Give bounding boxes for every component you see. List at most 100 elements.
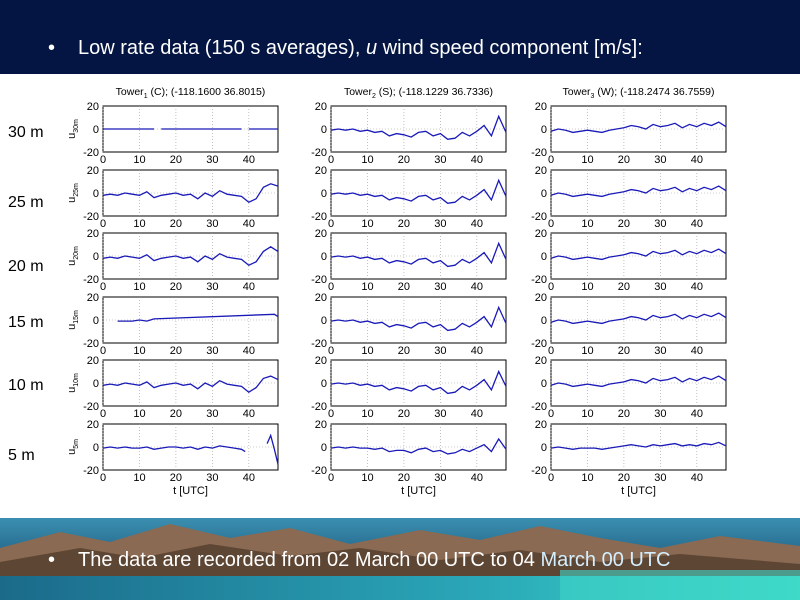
tower3-20m-x-tick-label: 20	[618, 281, 630, 293]
tower1-10m-x-tick-label: 20	[170, 408, 182, 420]
tower3-15m-x-tick-label: 10	[581, 345, 593, 357]
tower2-5m-series-line	[330, 437, 507, 455]
tower2-30m-x-tick-label: 20	[398, 154, 410, 166]
tower1-20m-x-tick-label: 30	[206, 281, 218, 293]
height-label-10m: 10 m	[8, 377, 44, 394]
tower1-20m-y-tick-label: 20	[87, 228, 99, 240]
height-label-20m: 20 m	[8, 258, 44, 275]
tower2-10m-x-tick-label: 20	[398, 408, 410, 420]
tower3-25m-y-tick-label: 20	[535, 165, 547, 177]
tower2-5m-x-tick-label: 10	[361, 472, 373, 484]
bullet: •	[48, 37, 56, 59]
tower2-5m-x-tick-label: 40	[471, 472, 483, 484]
tower1-20m-y-tick-label: 0	[93, 251, 99, 263]
tower2-20m-x-tick-label: 0	[328, 281, 334, 293]
mountain-landscape	[0, 518, 800, 600]
height-label-15m: 15 m	[8, 314, 44, 331]
tower2-20m-y-tick-label: 20	[315, 228, 327, 240]
tower2-5m-x-tick-label: 30	[434, 472, 446, 484]
y-axis-label-25m: u25m	[66, 183, 80, 203]
tower2-20m-x-tick-label: 40	[471, 281, 483, 293]
tower3-10m-y-tick-label: -20	[531, 401, 547, 413]
tower2-15m-y-tick-label: 0	[321, 315, 327, 327]
tower2-25m-y-tick-label: -20	[311, 211, 327, 223]
tower3-10m-y-tick-label: 0	[541, 378, 547, 390]
tower3-25m-x-tick-label: 10	[581, 218, 593, 230]
tower2-5m-y-tick-label: 0	[321, 442, 327, 454]
tower1-5m-x-tick-label: 30	[206, 472, 218, 484]
height-label-30m: 30 m	[8, 124, 44, 141]
tower1-5m-y-tick-label: 0	[93, 442, 99, 454]
tower2-5m-y-tick-label: -20	[311, 465, 327, 477]
tower3-20m-x-tick-label: 30	[654, 281, 666, 293]
tower1-20m-x-tick-label: 20	[170, 281, 182, 293]
tower1-25m-series-line	[102, 183, 279, 203]
tower3-30m-series-line	[550, 121, 727, 134]
tower1-25m-x-tick-label: 30	[206, 218, 218, 230]
tower1-30m-x-tick-label: 0	[100, 154, 106, 166]
header-band	[0, 0, 800, 74]
tower3-5m-y-tick-label: 20	[535, 419, 547, 431]
tower2-30m-x-tick-label: 0	[328, 154, 334, 166]
tower3-10m-x-tick-label: 30	[654, 408, 666, 420]
tower2-30m-x-tick-label: 10	[361, 154, 373, 166]
tower1-25m-y-tick-label: 20	[87, 165, 99, 177]
tower3-5m-series-line	[550, 441, 727, 450]
tower3-20m-y-tick-label: 20	[535, 228, 547, 240]
tower3-30m-x-tick-label: 30	[654, 154, 666, 166]
tower3-10m-x-tick-label: 40	[691, 408, 703, 420]
tower1-10m-x-tick-label: 0	[100, 408, 106, 420]
tower3-10m-x-tick-label: 10	[581, 408, 593, 420]
tower3-20m-series-line	[550, 248, 727, 261]
tower2-10m-x-tick-label: 40	[471, 408, 483, 420]
tower3-5m-x-tick-label: 0	[548, 472, 554, 484]
x-axis-title-tower1: t [UTC]	[173, 485, 208, 497]
tower1-20m-x-tick-label: 0	[100, 281, 106, 293]
tower1-15m-y-tick-label: -20	[83, 338, 99, 350]
height-label-5m: 5 m	[8, 447, 35, 464]
tower2-10m-y-tick-label: 20	[315, 355, 327, 367]
tower3-20m-y-tick-label: 0	[541, 251, 547, 263]
tower1-20m-x-tick-label: 10	[133, 281, 145, 293]
tower2-20m-x-tick-label: 30	[434, 281, 446, 293]
tower3-25m-y-tick-label: 0	[541, 188, 547, 200]
tower2-15m-x-tick-label: 30	[434, 345, 446, 357]
tower2-15m-series-line	[330, 305, 507, 332]
tower3-15m-x-tick-label: 40	[691, 345, 703, 357]
tower3-25m-x-tick-label: 20	[618, 218, 630, 230]
tower1-30m-y-tick-label: -20	[83, 147, 99, 159]
tower3-10m-y-tick-label: 20	[535, 355, 547, 367]
tower1-15m-y-tick-label: 20	[87, 292, 99, 304]
tower3-15m-x-tick-label: 30	[654, 345, 666, 357]
tower1-10m-y-tick-label: 20	[87, 355, 99, 367]
tower1-10m-y-tick-label: -20	[83, 401, 99, 413]
tower2-30m-x-tick-label: 30	[434, 154, 446, 166]
tower3-30m-y-tick-label: -20	[531, 147, 547, 159]
tower1-25m-x-tick-label: 20	[170, 218, 182, 230]
y-axis-label-30m: u30m	[66, 119, 80, 139]
tower3-15m-x-tick-label: 0	[548, 345, 554, 357]
tower3-10m-x-tick-label: 20	[618, 408, 630, 420]
tower2-5m-y-tick-label: 20	[315, 419, 327, 431]
tower1-25m-x-tick-label: 0	[100, 218, 106, 230]
title-text-before: Low rate data (150 s averages),	[78, 37, 366, 59]
tower2-25m-x-tick-label: 40	[471, 218, 483, 230]
tower-title-1: Tower1 (C); (-118.1600 36.8015)	[116, 86, 266, 100]
tower3-20m-y-tick-label: -20	[531, 274, 547, 286]
tower2-25m-x-tick-label: 0	[328, 218, 334, 230]
tower1-20m-series-line	[102, 246, 279, 266]
tower2-25m-x-tick-label: 10	[361, 218, 373, 230]
tower2-30m-y-tick-label: 0	[321, 124, 327, 136]
tower1-5m-x-tick-label: 20	[170, 472, 182, 484]
tower3-5m-y-tick-label: 0	[541, 442, 547, 454]
tower1-10m-x-tick-label: 30	[206, 408, 218, 420]
tower3-5m-x-tick-label: 30	[654, 472, 666, 484]
tower1-15m-y-tick-label: 0	[93, 315, 99, 327]
tower2-25m-y-tick-label: 0	[321, 188, 327, 200]
tower2-30m-x-tick-label: 40	[471, 154, 483, 166]
tower1-15m-x-tick-label: 10	[133, 345, 145, 357]
tower2-20m-y-tick-label: 0	[321, 251, 327, 263]
tower1-30m-y-tick-label: 20	[87, 101, 99, 113]
tower3-20m-x-tick-label: 40	[691, 281, 703, 293]
tower1-20m-x-tick-label: 40	[243, 281, 255, 293]
